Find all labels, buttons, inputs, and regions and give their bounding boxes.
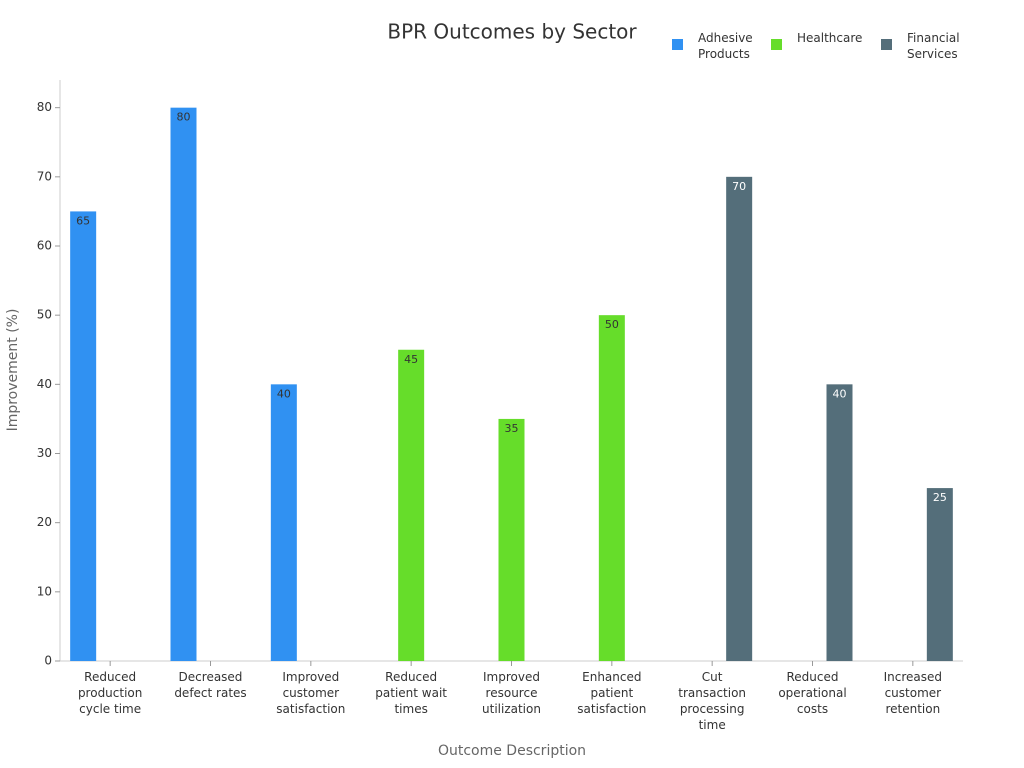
x-tick-label: Cut transaction processing time [678,670,747,732]
x-tick-label: Decreased defect rates [174,670,247,700]
x-axis-label: Outcome Description [438,743,586,759]
value-label: 80 [177,111,191,124]
y-tick-label: 30 [37,446,52,460]
value-label: 45 [404,353,418,366]
value-label: 25 [933,491,947,504]
bar [598,315,625,661]
y-tick-label: 0 [44,654,52,668]
bar [926,488,953,661]
y-tick-label: 20 [37,515,52,529]
x-tick-label: Improved customer satisfaction [276,670,346,716]
bar [398,349,425,661]
y-tick-label: 10 [37,584,52,598]
y-tick-label: 60 [37,239,52,253]
bar [170,107,197,661]
legend-label: Healthcare [797,31,863,45]
x-tick-label: Reduced patient wait times [375,670,448,716]
x-tick-label: Increased customer retention [883,670,943,716]
value-label: 50 [605,318,619,331]
legend-label: Financial Services [907,31,960,61]
bar [270,384,297,661]
x-tick-label: Reduced operational costs [778,670,847,716]
value-label: 65 [76,214,90,227]
x-tick-label: Improved resource utilization [482,670,541,716]
bar [726,176,753,662]
bar [826,384,853,661]
y-tick-label: 40 [37,377,52,391]
y-tick-label: 50 [37,308,52,322]
value-label: 70 [732,180,746,193]
y-tick-label: 70 [37,169,52,183]
bar [70,211,97,661]
value-label: 35 [505,422,519,435]
bar [498,418,525,661]
legend-label: Adhesive Products [698,31,753,61]
value-label: 40 [277,387,291,400]
legend-swatch [771,39,782,50]
x-tick-label: Enhanced patient satisfaction [577,670,647,716]
legend-swatch [672,39,683,50]
value-label: 40 [833,387,847,400]
y-tick-label: 80 [37,100,52,114]
y-axis-label: Improvement (%) [5,309,21,432]
legend-swatch [881,39,892,50]
chart-title: BPR Outcomes by Sector [387,20,637,44]
x-tick-label: Reduced production cycle time [77,670,143,716]
